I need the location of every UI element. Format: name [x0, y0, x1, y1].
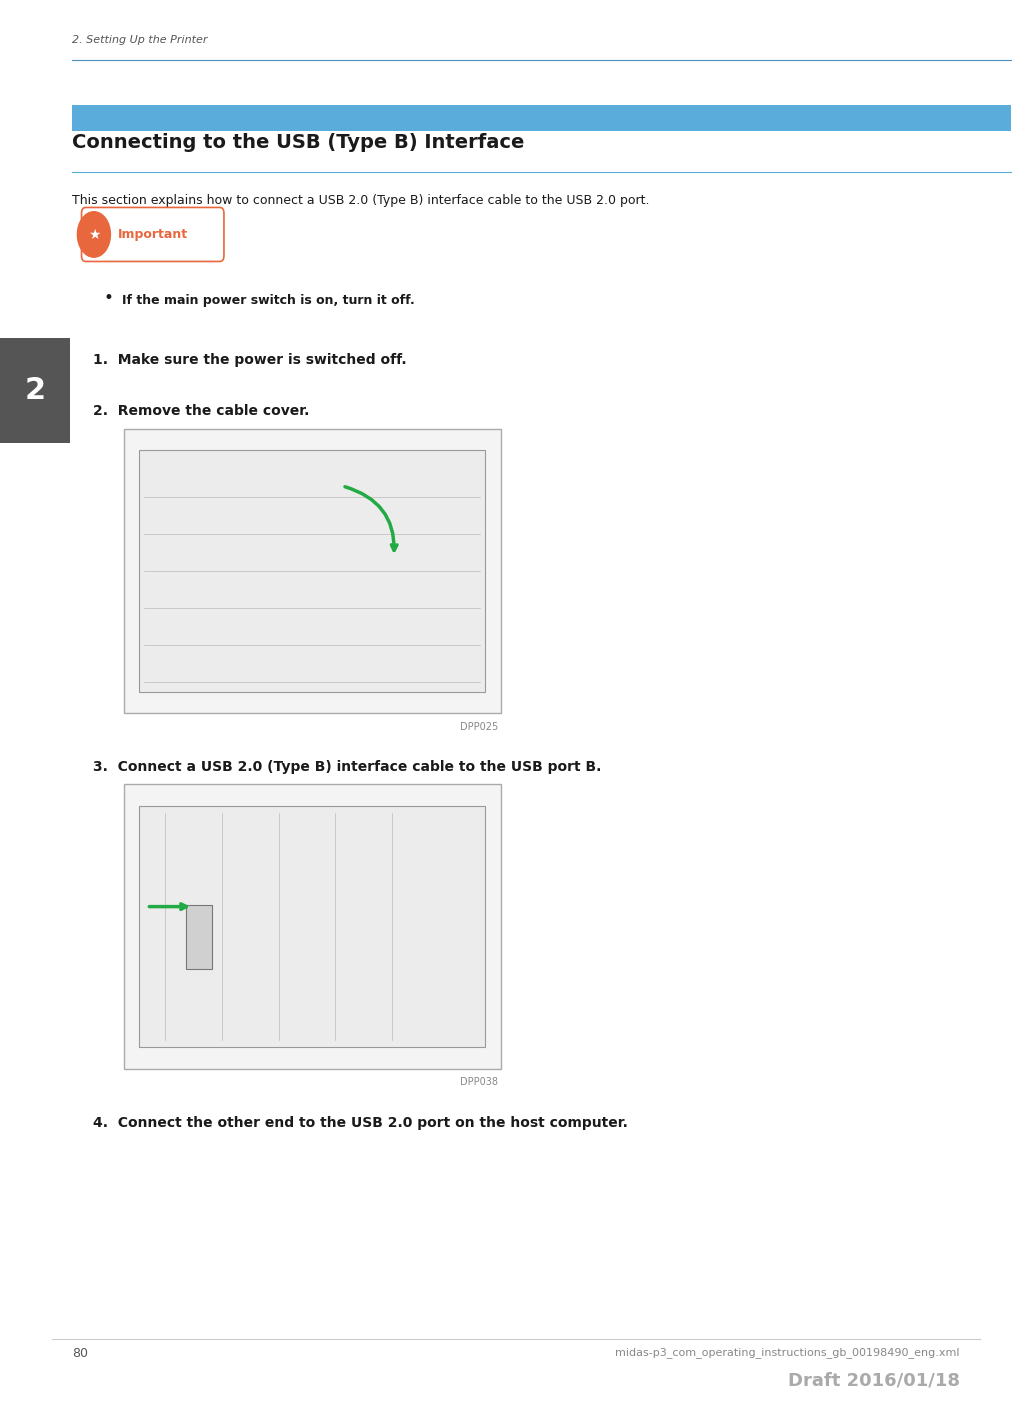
Text: This section explains how to connect a USB 2.0 (Type B) interface cable to the U: This section explains how to connect a U…	[72, 195, 650, 207]
Text: 2. Setting Up the Printer: 2. Setting Up the Printer	[72, 36, 207, 45]
Text: If the main power switch is on, turn it off.: If the main power switch is on, turn it …	[122, 294, 415, 307]
Text: 2.  Remove the cable cover.: 2. Remove the cable cover.	[93, 404, 310, 418]
FancyBboxPatch shape	[139, 450, 485, 692]
Text: 3.  Connect a USB 2.0 (Type B) interface cable to the USB port B.: 3. Connect a USB 2.0 (Type B) interface …	[93, 760, 602, 774]
Text: Important: Important	[118, 227, 188, 242]
Text: midas-p3_com_operating_instructions_gb_00198490_eng.xml: midas-p3_com_operating_instructions_gb_0…	[615, 1347, 960, 1358]
FancyBboxPatch shape	[139, 806, 485, 1047]
Text: DPP038: DPP038	[460, 1077, 498, 1087]
Text: 2: 2	[25, 377, 45, 405]
FancyBboxPatch shape	[82, 207, 224, 261]
Text: Connecting to the USB (Type B) Interface: Connecting to the USB (Type B) Interface	[72, 134, 524, 152]
Text: ★: ★	[88, 227, 100, 242]
Text: DPP025: DPP025	[460, 722, 498, 732]
FancyBboxPatch shape	[0, 338, 70, 443]
FancyBboxPatch shape	[186, 905, 212, 969]
FancyBboxPatch shape	[124, 429, 501, 713]
FancyBboxPatch shape	[72, 105, 1011, 131]
Circle shape	[77, 212, 110, 257]
Text: 1.  Make sure the power is switched off.: 1. Make sure the power is switched off.	[93, 352, 407, 367]
Text: •: •	[103, 288, 114, 307]
FancyBboxPatch shape	[124, 784, 501, 1069]
Text: Draft 2016/01/18: Draft 2016/01/18	[787, 1371, 960, 1390]
Text: 80: 80	[72, 1347, 89, 1360]
Text: 4.  Connect the other end to the USB 2.0 port on the host computer.: 4. Connect the other end to the USB 2.0 …	[93, 1115, 627, 1130]
